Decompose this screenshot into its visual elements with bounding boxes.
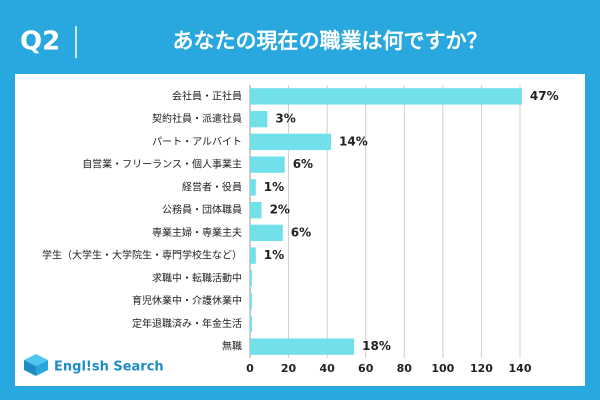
bar (250, 224, 283, 242)
y-tick-label: 定年退職済み・年金生活 (132, 317, 242, 330)
bar (250, 88, 522, 105)
x-tick-label: 40 (319, 362, 335, 375)
y-tick-label: パート・アルバイト (152, 136, 242, 148)
bar (250, 292, 252, 310)
value-label: 1% (264, 180, 284, 194)
y-tick-label: 公務員・団体職員 (162, 203, 242, 216)
y-tick-label: 会社員・正社員 (172, 89, 242, 102)
logo-icon (36, 360, 48, 376)
x-tick-label: 140 (509, 362, 532, 375)
bar (250, 270, 252, 287)
value-label: 3% (275, 112, 295, 126)
bar (250, 201, 262, 219)
chart-title: あなたの現在の職業は何ですか？ (173, 29, 488, 53)
x-tick-label: 80 (397, 362, 413, 375)
bar (250, 179, 256, 196)
logo-text: Engl!sh Search (54, 360, 164, 375)
value-label: 14% (339, 134, 368, 148)
y-tick-label: 学生（大学生・大学院生・専門学校生など） (42, 249, 242, 262)
y-tick-label: 経営者・役員 (182, 180, 242, 193)
bar (250, 315, 252, 333)
bar (250, 110, 268, 128)
bar (250, 133, 331, 151)
bar (250, 338, 355, 355)
value-label: 2% (270, 203, 290, 217)
x-tick-label: 100 (431, 362, 454, 375)
y-tick-label: 求職中・転職活動中 (152, 271, 242, 284)
y-tick-label: 契約社員・派遣社員 (152, 112, 242, 125)
x-tick-label: 20 (281, 362, 297, 375)
value-label: 6% (291, 225, 311, 239)
y-tick-label: 育児休業中・介護休業中 (132, 294, 242, 307)
bar (250, 247, 256, 264)
logo: Engl!sh Search (24, 354, 164, 376)
value-label: 18% (362, 339, 391, 353)
x-tick-label: 0 (246, 362, 254, 375)
value-label: 47% (530, 89, 559, 103)
logo-icon (24, 360, 36, 376)
x-tick-label: 120 (470, 362, 493, 375)
y-tick-label: 自営業・フリーランス・個人事業主 (82, 158, 242, 171)
bar (250, 156, 285, 173)
value-label: 1% (264, 248, 284, 262)
y-tick-label: 無職 (222, 340, 242, 353)
x-tick-label: 60 (358, 362, 374, 375)
panel (15, 74, 585, 386)
question-label: Q2 (20, 27, 60, 57)
value-label: 6% (293, 157, 313, 171)
y-tick-label: 専業主婦・専業主夫 (152, 226, 242, 239)
